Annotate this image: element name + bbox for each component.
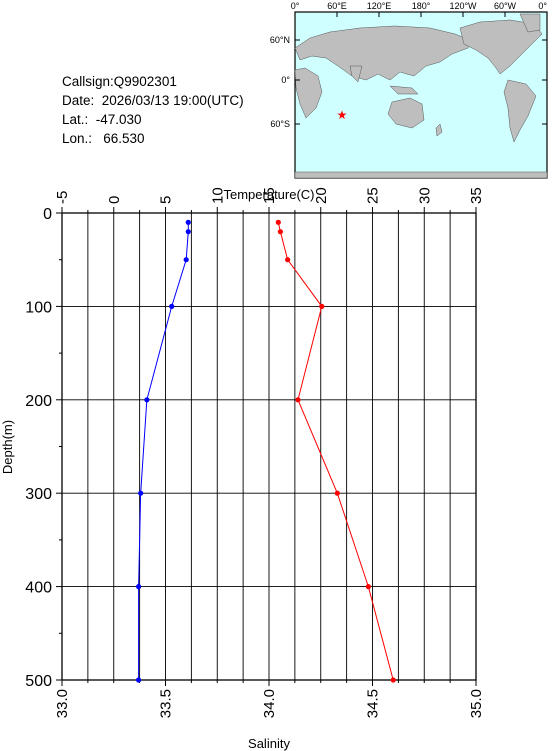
bottom-axis-tick-label: 33.5 bbox=[158, 689, 175, 718]
salinity-series-line bbox=[138, 222, 189, 680]
station-marker-icon: ★ bbox=[337, 108, 348, 122]
bottom-axis-label: Salinity bbox=[248, 736, 290, 751]
top-axis-tick-label: 10 bbox=[209, 187, 226, 204]
temperature-data-point bbox=[277, 229, 283, 235]
y-axis-label: Depth(m) bbox=[0, 420, 15, 474]
salinity-data-point bbox=[138, 490, 144, 496]
map-land bbox=[294, 13, 548, 179]
map-lon-label: 0° bbox=[538, 1, 547, 11]
salinity-data-point bbox=[135, 584, 142, 590]
y-axis-tick-label: 0 bbox=[43, 206, 52, 223]
top-axis-tick-label: -5 bbox=[54, 191, 71, 204]
top-axis-tick-label: 20 bbox=[313, 187, 330, 204]
temperature-data-point bbox=[390, 677, 396, 683]
date-text: Date: 2026/03/13 19:00(UTC) bbox=[62, 93, 244, 108]
y-axis-tick-label: 300 bbox=[25, 486, 52, 503]
location-map: 0° 60°E 120°E 180° 120°W 60°W 0° 60°N 0°… bbox=[270, 1, 548, 179]
salinity-data-point bbox=[144, 397, 150, 403]
map-lat-label: 0° bbox=[281, 75, 290, 85]
salinity-data-point bbox=[135, 677, 142, 683]
y-axis-tick-label: 100 bbox=[25, 299, 52, 316]
top-axis-tick-label: 35 bbox=[468, 187, 485, 204]
map-lon-label: 120°W bbox=[449, 1, 477, 11]
map-lon-label: 60°W bbox=[494, 1, 517, 11]
map-lon-label: 60°E bbox=[327, 1, 347, 11]
bottom-axis-tick-label: 35.0 bbox=[468, 689, 485, 718]
bottom-axis-tick-label: 34.0 bbox=[261, 689, 278, 718]
longitude-text: Lon.: 66.530 bbox=[62, 131, 145, 146]
salinity-data-point bbox=[185, 229, 191, 235]
top-axis-tick-label: 0 bbox=[106, 196, 123, 204]
map-lat-label: 60°S bbox=[270, 119, 290, 129]
y-axis-tick-label: 400 bbox=[25, 580, 52, 597]
top-axis-label: Temperature(C) bbox=[223, 187, 314, 202]
callsign-text: Callsign:Q9902301 bbox=[62, 74, 177, 89]
map-lon-label: 120°E bbox=[367, 1, 392, 11]
temperature-data-point bbox=[334, 490, 340, 496]
salinity-data-point bbox=[183, 257, 189, 263]
y-axis-tick-label: 200 bbox=[25, 393, 52, 410]
bottom-axis-tick-label: 33.0 bbox=[54, 689, 71, 718]
y-axis-tick-label: 500 bbox=[25, 673, 52, 690]
bottom-axis-tick-label: 34.5 bbox=[365, 689, 382, 718]
temperature-data-point bbox=[295, 397, 301, 403]
map-lon-label: 0° bbox=[291, 1, 300, 11]
temperature-data-point bbox=[285, 257, 291, 263]
station-info: Callsign:Q9902301 Date: 2026/03/13 19:00… bbox=[62, 72, 244, 148]
latitude-text: Lat.: -47.030 bbox=[62, 112, 142, 127]
temperature-data-point bbox=[275, 219, 281, 225]
temperature-series-line bbox=[277, 222, 394, 681]
top-axis-tick-label: 15 bbox=[261, 187, 278, 204]
top-axis-tick-label: 5 bbox=[158, 196, 175, 204]
chart-grid bbox=[61, 212, 477, 681]
top-axis-tick-label: 30 bbox=[416, 187, 433, 204]
top-axis-tick-label: 25 bbox=[365, 187, 382, 204]
salinity-data-point bbox=[185, 219, 191, 225]
map-lon-label: 180° bbox=[412, 1, 431, 11]
salinity-data-point bbox=[169, 303, 175, 309]
map-lat-label: 60°N bbox=[270, 35, 290, 45]
chart-series bbox=[135, 219, 396, 683]
temperature-data-point bbox=[319, 303, 325, 309]
temperature-data-point bbox=[365, 584, 371, 590]
map-gridlines bbox=[295, 12, 547, 125]
